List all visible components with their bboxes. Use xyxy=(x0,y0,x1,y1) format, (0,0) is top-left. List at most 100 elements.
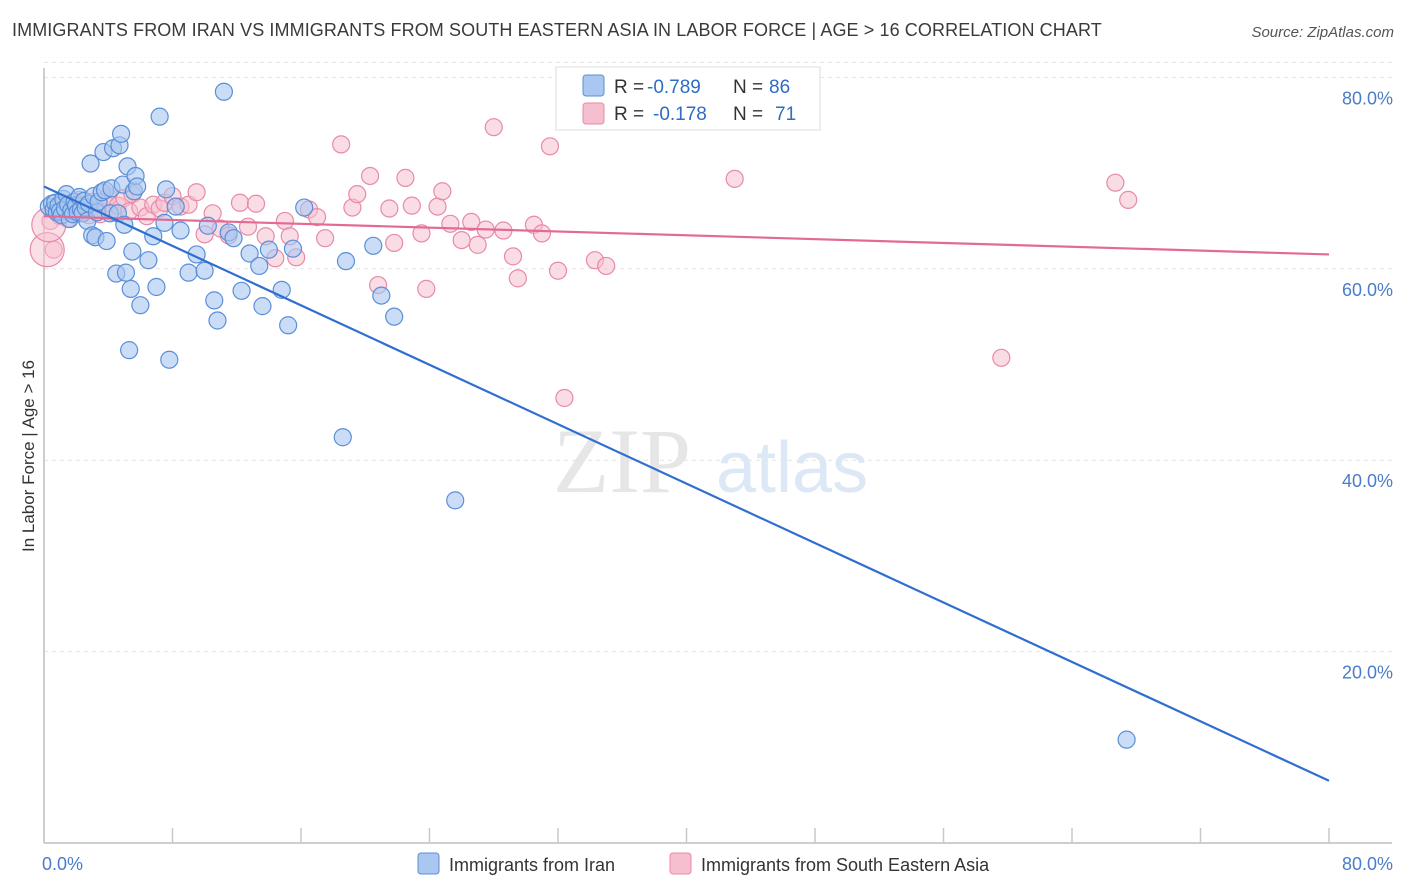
point-sea xyxy=(1106,173,1125,192)
point-iran xyxy=(224,229,243,248)
point-iran xyxy=(139,251,158,270)
x-ticks xyxy=(43,828,1330,843)
point-iran xyxy=(205,291,224,310)
bottom-legend: Immigrants from Iran Immigrants from Sou… xyxy=(417,852,990,875)
point-iran xyxy=(179,263,198,282)
point-sea xyxy=(307,208,327,227)
point-iran xyxy=(128,177,147,196)
point-iran xyxy=(166,197,185,216)
point-iran xyxy=(131,296,150,315)
point-iran xyxy=(283,239,303,258)
point-sea xyxy=(412,224,431,243)
watermark-atlas: atlas xyxy=(716,428,868,508)
point-sea xyxy=(348,185,367,204)
legend-swatch-iran xyxy=(417,852,440,875)
x-tick-label-max: 80.0% xyxy=(1342,854,1393,874)
point-sea xyxy=(275,211,295,231)
point-iran xyxy=(295,198,314,217)
point-sea xyxy=(396,168,415,187)
watermark-zip: ZIP xyxy=(553,410,691,512)
stats-n-value-iran: 86 xyxy=(769,77,790,98)
point-sea xyxy=(548,261,568,280)
point-iran xyxy=(208,311,227,330)
point-sea xyxy=(238,217,258,236)
point-iran xyxy=(123,242,142,261)
point-iran xyxy=(240,244,259,263)
point-sea xyxy=(555,388,574,408)
y-tick-label: 40.0% xyxy=(1342,471,1393,491)
y-tick-label: 20.0% xyxy=(1342,663,1393,683)
point-iran xyxy=(120,341,139,360)
point-iran xyxy=(147,277,166,297)
x-tick-label-min: 0.0% xyxy=(42,854,83,874)
stats-swatch-iran xyxy=(582,74,605,97)
stats-n-label-sea: N = xyxy=(733,104,763,125)
stats-r-value-sea: -0.178 xyxy=(653,104,707,125)
point-iran xyxy=(81,154,100,173)
point-sea xyxy=(532,224,552,243)
stats-r-label-iran: R = xyxy=(614,77,644,98)
stats-legend: R = -0.789 N = 86 R = -0.178 N = 71 xyxy=(555,66,821,131)
point-iran xyxy=(250,256,269,276)
legend-label-iran: Immigrants from Iran xyxy=(449,855,615,875)
legend-swatch-sea xyxy=(669,852,692,875)
point-sea xyxy=(187,183,206,202)
y-tick-labels: 20.0% 40.0% 60.0% 80.0% xyxy=(1342,88,1393,682)
trend-line-iran xyxy=(43,185,1330,782)
point-sea xyxy=(597,256,616,276)
point-sea xyxy=(452,230,471,250)
point-sea xyxy=(315,229,335,248)
point-iran xyxy=(279,316,298,335)
point-sea xyxy=(484,118,503,137)
point-sea xyxy=(380,199,399,218)
point-iran xyxy=(253,297,272,316)
stats-n-value-sea: 71 xyxy=(775,104,796,125)
stats-swatch-sea xyxy=(582,102,605,125)
point-iran xyxy=(364,236,383,255)
point-iran xyxy=(155,213,174,232)
grid-lines xyxy=(44,61,1392,653)
point-iran xyxy=(121,279,140,298)
point-iran xyxy=(259,240,278,259)
point-sea xyxy=(360,166,380,186)
y-axis-label: In Labor Force | Age > 16 xyxy=(19,360,38,552)
point-iran xyxy=(385,307,404,326)
point-iran xyxy=(195,261,214,280)
point-sea xyxy=(230,193,250,212)
point-iran xyxy=(171,221,190,240)
point-iran xyxy=(150,107,169,126)
point-sea xyxy=(468,235,487,254)
point-iran xyxy=(333,428,352,447)
point-sea xyxy=(540,137,560,156)
point-sea xyxy=(992,348,1011,367)
point-sea xyxy=(462,212,481,232)
point-sea xyxy=(508,269,527,288)
point-sea xyxy=(402,196,421,215)
point-iran xyxy=(214,82,233,101)
point-sea xyxy=(1119,190,1138,209)
stats-r-label-sea: R = xyxy=(614,104,644,125)
source-credit: Source: ZipAtlas.com xyxy=(1251,24,1394,41)
point-sea xyxy=(428,197,447,216)
axes xyxy=(43,68,1392,844)
point-iran xyxy=(1117,730,1136,749)
point-sea xyxy=(385,233,404,253)
point-sea xyxy=(441,214,460,233)
point-iran xyxy=(446,491,465,510)
trend-lines xyxy=(43,185,1330,782)
y-tick-label: 60.0% xyxy=(1342,280,1393,300)
watermark: ZIP atlas xyxy=(553,410,868,512)
page-title: IMMIGRANTS FROM IRAN VS IMMIGRANTS FROM … xyxy=(12,20,1102,40)
point-sea xyxy=(433,182,452,201)
point-iran xyxy=(111,124,131,143)
legend-label-sea: Immigrants from South Eastern Asia xyxy=(701,855,990,875)
point-sea xyxy=(417,279,436,298)
point-sea xyxy=(725,169,744,188)
point-sea xyxy=(332,135,351,154)
point-iran xyxy=(160,350,179,369)
y-tick-label: 80.0% xyxy=(1342,88,1393,108)
point-sea xyxy=(246,194,266,213)
point-iran xyxy=(372,286,391,305)
point-iran xyxy=(232,281,251,300)
